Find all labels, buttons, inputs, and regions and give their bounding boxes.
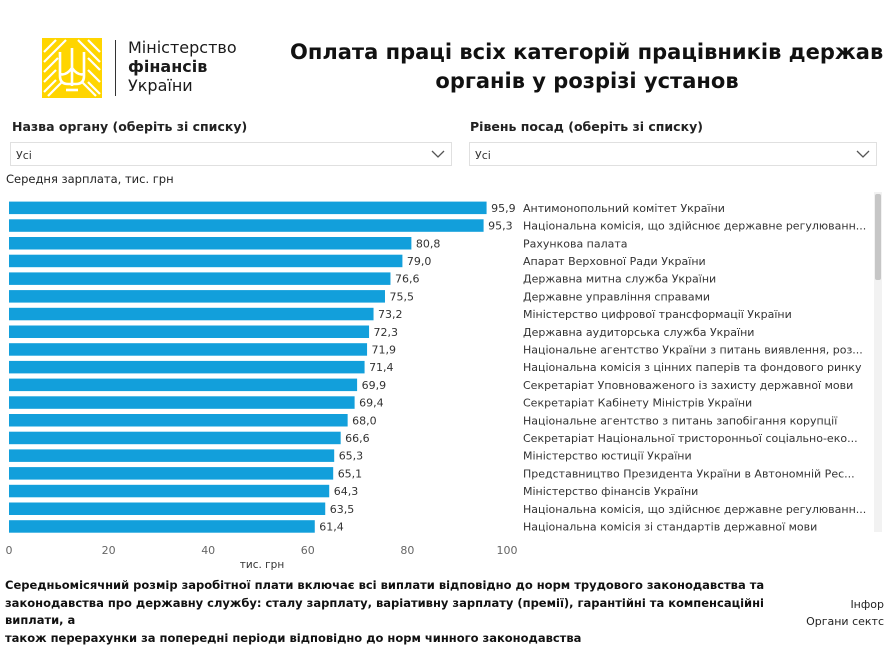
bar[interactable] — [9, 467, 333, 480]
logo-text: Міністерство фінансів України — [128, 38, 237, 95]
category-label: Апарат Верховної Ради України — [523, 255, 706, 268]
data-label: 69,4 — [359, 397, 384, 410]
bar-chart: 95,9 Антимонопольний комітет України 95,3 Н… — [0, 190, 870, 572]
logo-line-3: України — [128, 76, 237, 95]
page-title: Оплата праці всіх категорій працівників … — [290, 38, 884, 96]
data-label: 63,5 — [330, 503, 355, 516]
bar[interactable] — [9, 290, 385, 303]
bar[interactable] — [9, 308, 374, 321]
side-note: Інфор Органи сектс — [806, 596, 884, 630]
page-title-line-2: органів у розрізі установ — [290, 67, 884, 96]
data-label: 68,0 — [352, 414, 377, 427]
trident-emblem-icon — [42, 38, 102, 98]
chart-scrollbar-thumb[interactable] — [875, 194, 881, 280]
chevron-down-icon — [431, 149, 445, 159]
category-label: Національна комісія зі стандартів держав… — [523, 520, 817, 533]
x-tick-label: 40 — [201, 544, 215, 557]
bar[interactable] — [9, 219, 484, 232]
bar[interactable] — [9, 485, 329, 498]
bar[interactable] — [9, 255, 402, 268]
bar[interactable] — [9, 396, 355, 409]
category-label: Міністерство юстиції України — [523, 450, 692, 463]
data-label: 95,9 — [491, 202, 516, 215]
level-filter-dropdown[interactable]: Усі — [469, 142, 877, 166]
category-label: Національна комісія з цінних паперів та … — [523, 361, 862, 374]
data-label: 69,9 — [362, 379, 387, 392]
category-label: Державне управління справами — [523, 290, 710, 303]
category-label: Національна комісія, що здійснює державн… — [523, 503, 866, 516]
bar[interactable] — [9, 326, 369, 339]
category-label: Секретаріат Уповноваженого із захисту де… — [523, 379, 853, 392]
data-label: 72,3 — [374, 326, 399, 339]
bar[interactable] — [9, 432, 341, 445]
bar[interactable] — [9, 520, 315, 533]
data-label: 61,4 — [319, 520, 344, 533]
x-tick-label: 100 — [497, 544, 518, 557]
chevron-down-icon — [856, 149, 870, 159]
data-label: 64,3 — [334, 485, 359, 498]
data-label: 95,3 — [488, 220, 513, 233]
data-label: 71,9 — [372, 343, 397, 356]
bar[interactable] — [9, 503, 325, 516]
chart-y-axis-label: Середня зарплата, тис. грн — [6, 172, 174, 186]
category-label: Національне агентство України з питань в… — [523, 343, 863, 356]
bar[interactable] — [9, 379, 357, 392]
footnote-line-1: Середньомісячний розмір заробітної плати… — [5, 577, 765, 595]
data-label: 73,2 — [378, 308, 403, 321]
data-label: 66,6 — [345, 432, 370, 445]
data-label: 76,6 — [395, 273, 420, 286]
footnote-line-2: законодавства про державну службу: сталу… — [5, 595, 765, 630]
level-filter-value: Усі — [475, 149, 491, 162]
x-tick-label: 60 — [301, 544, 315, 557]
ministry-logo — [42, 38, 102, 98]
data-label: 75,5 — [389, 290, 414, 303]
data-label: 65,1 — [338, 467, 363, 480]
category-label: Національна комісія, що здійснює державн… — [523, 220, 866, 233]
organ-filter-value: Усі — [16, 149, 32, 162]
logo-line-1: Міністерство — [128, 38, 237, 57]
category-label: Секретаріат Кабінету Міністрів України — [523, 397, 752, 410]
data-label: 71,4 — [369, 361, 394, 374]
bar[interactable] — [9, 414, 348, 427]
category-label: Секретаріат Національної тристоронньої с… — [523, 432, 858, 445]
x-tick-label: 0 — [6, 544, 13, 557]
level-filter-label: Рівень посад (оберіть зі списку) — [470, 119, 703, 134]
logo-line-2: фінансів — [128, 57, 237, 76]
data-label: 65,3 — [339, 450, 364, 463]
category-label: Антимонопольний комітет України — [523, 202, 725, 215]
bar[interactable] — [9, 272, 390, 285]
bar[interactable] — [9, 202, 487, 215]
category-label: Рахункова палата — [523, 237, 628, 250]
organ-filter-dropdown[interactable]: Усі — [10, 142, 452, 166]
footnote: Середньомісячний розмір заробітної плати… — [5, 577, 765, 647]
bar[interactable] — [9, 237, 411, 250]
category-label: Державна митна служба України — [523, 273, 716, 286]
bar[interactable] — [9, 361, 365, 374]
bar[interactable] — [9, 343, 367, 356]
category-label: Міністерство цифрової трансформації Укра… — [523, 308, 792, 321]
x-axis-label: тис. грн — [240, 559, 284, 571]
x-tick-label: 80 — [400, 544, 414, 557]
bar[interactable] — [9, 449, 334, 462]
category-label: Міністерство фінансів України — [523, 485, 698, 498]
footnote-line-3: також перерахунки за попередні періоди в… — [5, 630, 765, 647]
category-label: Представництво Президента України в Авто… — [523, 467, 855, 480]
organ-filter-label: Назва органу (оберіть зі списку) — [12, 119, 247, 134]
data-label: 79,0 — [407, 255, 432, 268]
side-note-line-1: Інфор — [806, 596, 884, 613]
x-tick-label: 20 — [102, 544, 116, 557]
category-label: Державна аудиторська служба України — [523, 326, 754, 339]
category-label: Національне агентство з питань запобіган… — [523, 414, 838, 427]
logo-divider — [115, 40, 116, 96]
data-label: 80,8 — [416, 237, 441, 250]
side-note-line-2: Органи сектс — [806, 613, 884, 630]
page-title-line-1: Оплата праці всіх категорій працівників … — [290, 38, 884, 67]
